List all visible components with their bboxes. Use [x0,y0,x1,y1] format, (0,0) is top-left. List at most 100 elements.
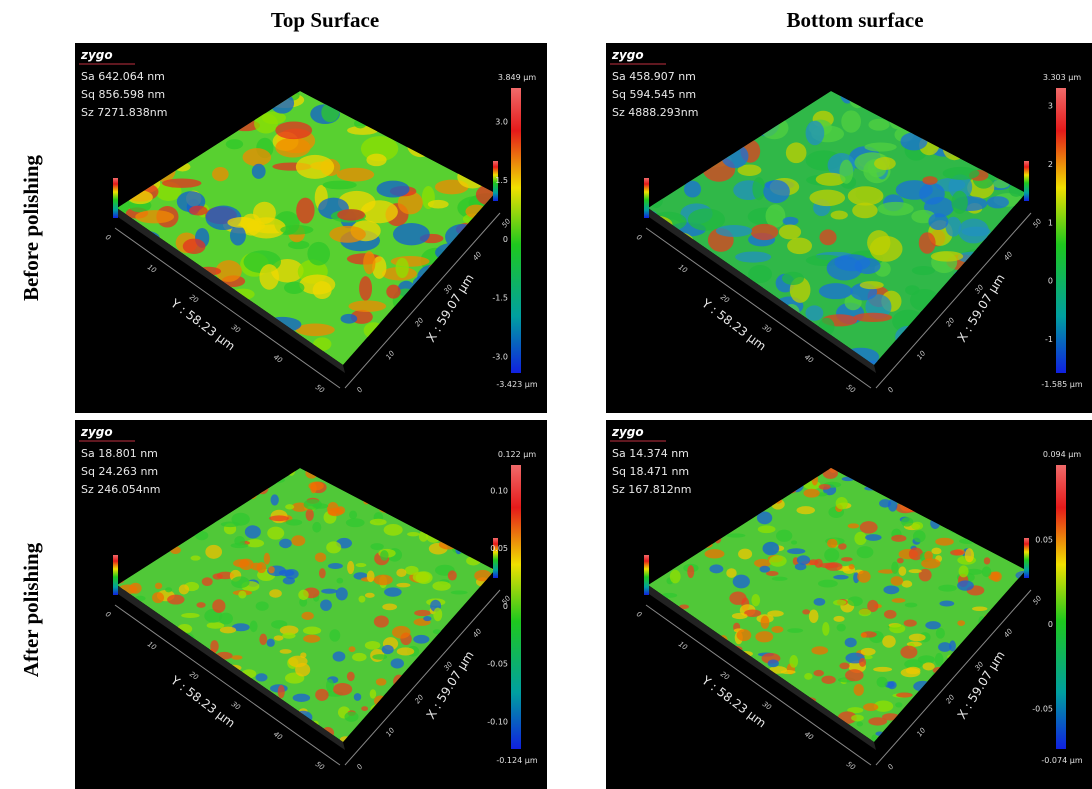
colorbar-max: 0.122 µm [498,450,537,459]
colorbar-tick: -1 [1045,335,1053,344]
surface-feature [202,577,213,586]
surface-feature [771,626,783,633]
surface-feature [856,722,863,727]
surface-feature [905,603,918,608]
surface-feature [250,621,258,633]
surface-feature [818,580,838,588]
surface-feature [393,223,430,245]
corner-marker [113,555,118,595]
surface-feature [895,702,902,707]
surface-feature [831,211,848,220]
corner-marker [113,178,118,218]
surface-feature [275,121,312,139]
surface-feature [912,266,935,275]
stat: Sq 18.471 nm [612,465,689,478]
surface-feature [291,535,305,546]
surface-feature [841,557,853,561]
surface-feature [346,518,365,527]
surface-feature [811,646,828,655]
colorbar-tick: 0.05 [1035,535,1053,544]
surface-feature [819,229,836,245]
surface-feature [231,655,242,659]
colorbar-tick: -0.05 [1032,704,1053,713]
surface-feature [883,585,899,594]
surface-feature [397,647,414,655]
surface-feature [341,314,358,324]
surface-feature [354,693,362,701]
surface-feature [359,276,372,300]
surface-feature [285,504,294,509]
colorbar [511,465,521,749]
surface-feature [349,511,357,519]
surface-feature [301,612,313,620]
stat: Sq 594.545 nm [612,88,696,101]
row-title: Before polishing [19,154,43,301]
surface-feature [407,532,420,536]
surface-feature [365,641,381,650]
surface-feature [891,562,898,574]
surface-feature [904,620,917,627]
surface-feature [396,569,406,577]
surface-feature [906,667,921,674]
surface-feature [256,601,269,610]
surface-feature [863,703,878,711]
surface-feature [864,142,896,151]
surface-feature [803,489,819,498]
surface-feature [296,323,335,336]
surface-feature [861,648,876,656]
surface-feature [179,584,189,594]
surface-feature [212,167,229,181]
surface-feature [231,576,249,588]
surface-feature [205,545,222,559]
surface-feature [797,555,810,565]
surface-feature [376,678,387,685]
surface-feature [366,154,386,167]
surface-feature [786,142,807,163]
surface-feature [384,524,403,536]
surface-feature [280,225,313,235]
surface-feature [958,219,989,244]
corner-marker [644,178,649,218]
surface-feature [367,570,375,582]
surface-feature [922,176,937,185]
surface-feature [349,646,356,652]
surface-feature [181,613,200,618]
surface-feature [813,670,824,676]
surface-feature [841,110,861,132]
surface-feature [259,634,267,645]
surface-feature [396,258,409,278]
surface-feature [726,533,746,537]
surface-feature [275,138,310,158]
surface-feature [220,627,236,634]
surface-feature [959,565,969,577]
colorbar-max: 0.094 µm [1043,450,1082,459]
surface-feature [370,689,377,698]
surface-feature [303,626,321,634]
logo: zygo [80,48,113,62]
surface-feature [372,654,387,660]
surface-feature [448,570,457,580]
stat: Sz 4888.293nm [612,106,698,119]
surface-feature [382,645,394,654]
surface-feature [806,121,825,145]
surface-feature [413,572,431,583]
surface-feature [751,224,779,240]
surface-feature [219,613,233,625]
surface-feature [196,602,205,608]
surface-feature [267,527,284,540]
surface-feature [382,604,397,611]
surface-feature [987,196,1009,208]
surface-feature [779,225,801,240]
surface-feature [732,613,748,619]
surface-feature [851,715,864,722]
surface-feature [352,653,367,662]
surface-feature [919,232,936,254]
surface-feature [769,555,786,566]
surface-feature [939,600,954,606]
surface-feature [957,620,965,626]
stat: Sa 642.064 nm [81,70,165,83]
surface-feature [957,580,974,590]
surface-feature [256,673,268,681]
surface-feature [759,566,770,573]
surface-feature [861,632,867,637]
